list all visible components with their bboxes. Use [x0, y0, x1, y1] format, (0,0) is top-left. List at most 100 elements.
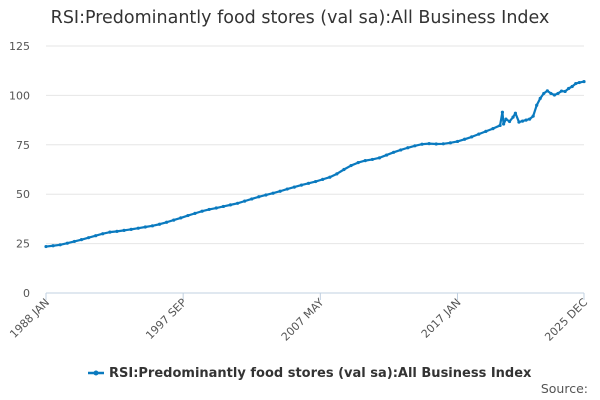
data-point[interactable] [513, 111, 518, 115]
data-point[interactable] [243, 199, 247, 203]
data-point[interactable] [271, 191, 275, 195]
data-point[interactable] [538, 96, 542, 100]
data-point[interactable] [477, 132, 481, 136]
data-point[interactable] [292, 185, 296, 189]
data-point[interactable] [384, 153, 389, 157]
data-point[interactable] [86, 236, 91, 240]
data-point[interactable] [427, 142, 431, 146]
data-point[interactable] [143, 225, 147, 229]
data-point[interactable] [552, 93, 557, 97]
data-point[interactable] [441, 142, 445, 146]
data-point[interactable] [306, 181, 311, 185]
data-point[interactable] [504, 117, 508, 121]
data-point[interactable] [356, 160, 360, 165]
data-point[interactable] [511, 115, 515, 119]
data-point[interactable] [94, 234, 98, 238]
data-point[interactable] [420, 142, 424, 146]
data-point[interactable] [321, 177, 325, 181]
data-point[interactable] [517, 120, 521, 124]
data-point[interactable] [65, 241, 69, 245]
data-point[interactable] [491, 127, 495, 131]
data-point[interactable] [462, 137, 467, 141]
data-point[interactable] [285, 187, 289, 191]
data-point[interactable] [470, 135, 474, 139]
data-point[interactable] [207, 207, 211, 212]
data-point[interactable] [179, 216, 183, 220]
data-point[interactable] [484, 129, 488, 133]
data-point[interactable] [377, 156, 382, 160]
data-point[interactable] [520, 119, 525, 123]
data-point[interactable] [221, 204, 225, 209]
data-point[interactable] [549, 91, 553, 96]
x-tick-label: 1988 JAN [7, 296, 52, 341]
data-point[interactable] [502, 122, 506, 126]
data-point[interactable] [186, 213, 190, 218]
data-point[interactable] [392, 150, 396, 154]
data-point[interactable] [406, 146, 410, 150]
data-point[interactable] [556, 91, 560, 96]
data-point[interactable] [434, 142, 438, 146]
data-point[interactable] [413, 144, 417, 148]
data-point[interactable] [278, 189, 282, 193]
data-point[interactable] [507, 119, 512, 124]
data-point[interactable] [570, 84, 574, 89]
data-point[interactable] [200, 209, 204, 213]
data-point[interactable] [448, 141, 452, 145]
data-point[interactable] [214, 206, 218, 210]
data-point[interactable] [157, 222, 162, 226]
legend[interactable]: RSI:Predominantly food stores (val sa):A… [88, 366, 532, 381]
data-point[interactable] [313, 179, 318, 184]
data-point[interactable] [342, 167, 346, 172]
data-point[interactable] [115, 229, 119, 233]
data-point[interactable] [349, 163, 353, 168]
data-point[interactable] [328, 175, 332, 179]
data-point[interactable] [535, 103, 539, 107]
data-point[interactable] [172, 218, 176, 222]
data-point[interactable] [129, 227, 133, 231]
data-point[interactable] [559, 89, 564, 93]
data-point[interactable] [72, 239, 76, 244]
data-point[interactable] [500, 110, 505, 114]
data-point[interactable] [136, 226, 140, 230]
data-point[interactable] [399, 148, 403, 152]
data-point[interactable] [542, 91, 546, 96]
data-point[interactable] [257, 195, 261, 199]
data-point[interactable] [455, 139, 460, 144]
legend-label: RSI:Predominantly food stores (val sa):A… [109, 366, 532, 381]
data-point[interactable] [51, 244, 55, 248]
data-point[interactable] [250, 197, 254, 201]
data-point[interactable] [193, 211, 197, 215]
y-axis: 0 25 50 75 100 125 [9, 40, 30, 300]
data-point[interactable] [563, 89, 567, 94]
data-point[interactable] [545, 89, 549, 93]
data-point[interactable] [363, 159, 367, 163]
x-tick-label: 2007 MAY [279, 296, 327, 344]
data-point[interactable] [122, 228, 126, 232]
data-point[interactable] [79, 238, 84, 242]
source-label: Source: [540, 381, 588, 396]
chart-title: RSI:Predominantly food stores (val sa):A… [50, 8, 550, 28]
series-line [45, 80, 585, 248]
data-point[interactable] [574, 81, 578, 86]
data-point[interactable] [528, 117, 532, 121]
data-point[interactable] [58, 243, 62, 247]
data-point[interactable] [264, 193, 268, 197]
data-point[interactable] [524, 118, 528, 122]
data-point[interactable] [44, 244, 48, 249]
data-point[interactable] [235, 201, 240, 205]
data-point[interactable] [498, 123, 502, 128]
data-point[interactable] [108, 230, 112, 234]
data-point[interactable] [150, 224, 155, 228]
data-point[interactable] [531, 114, 535, 118]
data-point[interactable] [101, 232, 105, 236]
data-point[interactable] [567, 86, 571, 91]
data-point[interactable] [582, 79, 586, 84]
data-point[interactable] [299, 183, 303, 187]
data-point[interactable] [228, 203, 233, 207]
data-point[interactable] [577, 80, 581, 85]
grid-lines [46, 45, 584, 245]
data-point[interactable] [335, 172, 339, 176]
data-point[interactable] [165, 220, 169, 224]
data-point[interactable] [370, 157, 374, 162]
